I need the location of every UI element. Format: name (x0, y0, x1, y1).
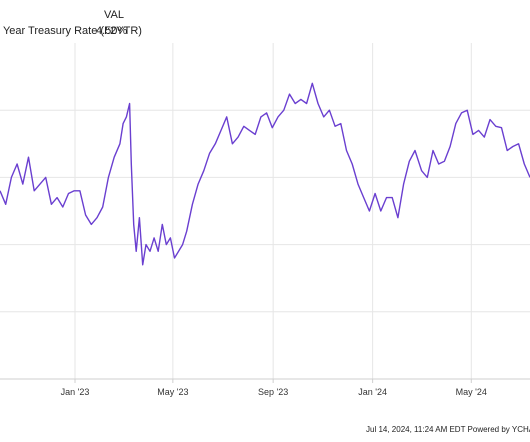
x-tick-label: Sep '23 (258, 387, 288, 397)
x-tick-label: Jan '23 (61, 387, 90, 397)
gridlines (0, 43, 530, 379)
x-tick-label: May '24 (456, 387, 487, 397)
footer-attribution: Jul 14, 2024, 11:24 AM EDT Powered by YC… (366, 425, 530, 434)
x-tick-label: Jan '24 (358, 387, 387, 397)
chart-legend: VAL 2 Year Treasury Rate (I:2YTR) 4.50% (0, 9, 530, 41)
legend-series-name[interactable]: 2 Year Treasury Rate (I:2YTR) (0, 25, 142, 37)
x-tick-label: May '23 (157, 387, 188, 397)
series-line[interactable] (0, 82, 530, 266)
series-layer (0, 82, 530, 266)
legend-series-value: 4.50% (96, 25, 128, 37)
x-axis: Jan '23 May '23 Sep '23 Jan '24 May '24 (0, 378, 530, 397)
legend-column-header: VAL (104, 9, 124, 21)
